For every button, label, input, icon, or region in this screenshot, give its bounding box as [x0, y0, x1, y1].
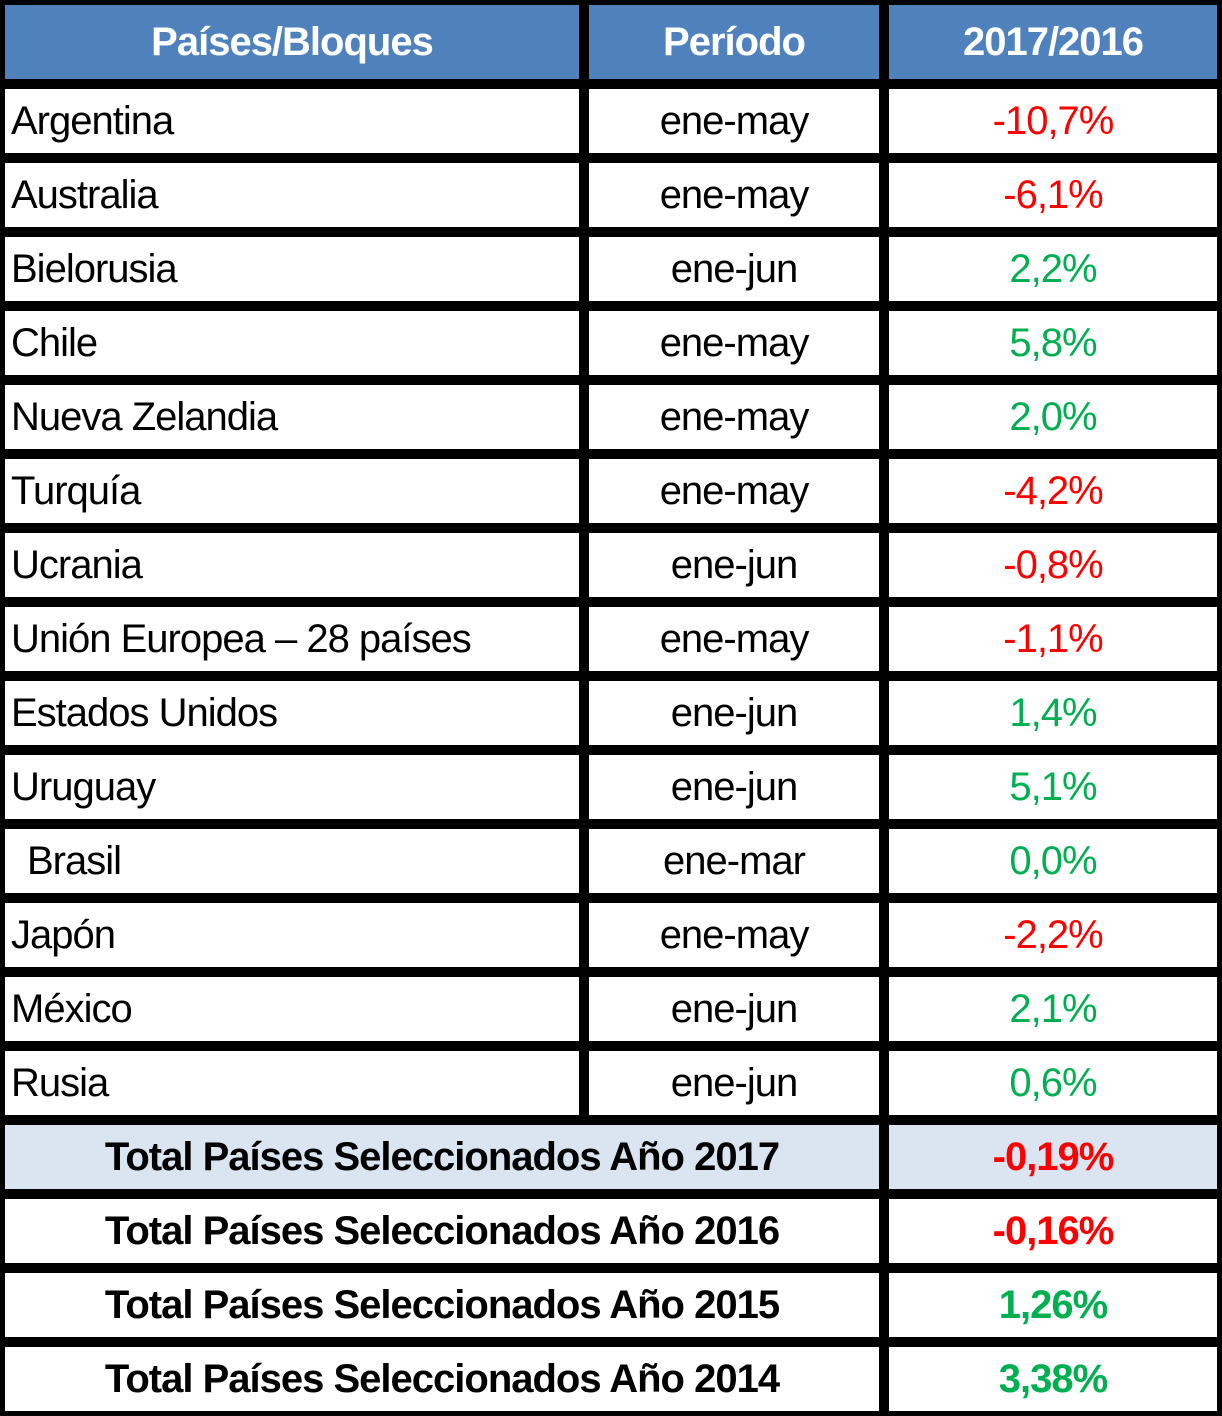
total-label-cell: Total Países Seleccionados Año 2017 — [0, 1120, 884, 1194]
country-cell: Nueva Zelandia — [0, 380, 584, 454]
change-value-cell: 2,0% — [884, 380, 1222, 454]
total-row: Total Países Seleccionados Año 2017 -0,19… — [0, 1120, 1222, 1194]
period-cell: ene-may — [584, 602, 884, 676]
change-value-cell: 0,6% — [884, 1046, 1222, 1120]
table-row: Bielorusia ene-jun 2,2% — [0, 232, 1222, 306]
table-row: Unión Europea – 28 países ene-may -1,1% — [0, 602, 1222, 676]
change-value-cell: 0,0% — [884, 824, 1222, 898]
period-cell: ene-may — [584, 898, 884, 972]
table-row: Uruguay ene-jun 5,1% — [0, 750, 1222, 824]
total-label-cell: Total Países Seleccionados Año 2014 — [0, 1342, 884, 1416]
table-row: México ene-jun 2,1% — [0, 972, 1222, 1046]
total-row: Total Países Seleccionados Año 2014 3,38% — [0, 1342, 1222, 1416]
period-cell: ene-may — [584, 306, 884, 380]
country-cell: México — [0, 972, 584, 1046]
total-change-value-cell: -0,19% — [884, 1120, 1222, 1194]
change-value-cell: -2,2% — [884, 898, 1222, 972]
period-cell: ene-jun — [584, 676, 884, 750]
country-cell: Australia — [0, 158, 584, 232]
total-change-value-cell: 1,26% — [884, 1268, 1222, 1342]
total-label-cell: Total Países Seleccionados Año 2016 — [0, 1194, 884, 1268]
table-body: Argentina ene-may -10,7% Australia ene-may -6… — [0, 84, 1222, 1416]
table-row: Argentina ene-may -10,7% — [0, 84, 1222, 158]
period-cell: ene-jun — [584, 232, 884, 306]
period-cell: ene-mar — [584, 824, 884, 898]
period-cell: ene-may — [584, 380, 884, 454]
table-row: Rusia ene-jun 0,6% — [0, 1046, 1222, 1120]
table-row: Ucrania ene-jun -0,8% — [0, 528, 1222, 602]
total-row: Total Países Seleccionados Año 2016 -0,16… — [0, 1194, 1222, 1268]
country-cell: Turquía — [0, 454, 584, 528]
period-cell: ene-jun — [584, 972, 884, 1046]
header-periodo: Período — [584, 0, 884, 84]
change-value-cell: -4,2% — [884, 454, 1222, 528]
country-cell: Bielorusia — [0, 232, 584, 306]
total-label-cell: Total Países Seleccionados Año 2015 — [0, 1268, 884, 1342]
change-value-cell: -6,1% — [884, 158, 1222, 232]
period-cell: ene-jun — [584, 1046, 884, 1120]
country-cell: Japón — [0, 898, 584, 972]
country-cell: Chile — [0, 306, 584, 380]
country-cell: Estados Unidos — [0, 676, 584, 750]
country-cell: Uruguay — [0, 750, 584, 824]
total-row: Total Países Seleccionados Año 2015 1,26% — [0, 1268, 1222, 1342]
table-row: Australia ene-may -6,1% — [0, 158, 1222, 232]
table-row: Estados Unidos ene-jun 1,4% — [0, 676, 1222, 750]
period-cell: ene-may — [584, 84, 884, 158]
change-value-cell: -10,7% — [884, 84, 1222, 158]
period-cell: ene-jun — [584, 528, 884, 602]
table-row: Nueva Zelandia ene-may 2,0% — [0, 380, 1222, 454]
table-row: Brasil ene-mar 0,0% — [0, 824, 1222, 898]
total-change-value-cell: -0,16% — [884, 1194, 1222, 1268]
header-2017-2016: 2017/2016 — [884, 0, 1222, 84]
change-value-cell: 5,1% — [884, 750, 1222, 824]
period-cell: ene-jun — [584, 750, 884, 824]
change-value-cell: -0,8% — [884, 528, 1222, 602]
table-row: Chile ene-may 5,8% — [0, 306, 1222, 380]
table-row: Turquía ene-may -4,2% — [0, 454, 1222, 528]
country-cell: Ucrania — [0, 528, 584, 602]
country-cell: Rusia — [0, 1046, 584, 1120]
table-row: Japón ene-may -2,2% — [0, 898, 1222, 972]
period-cell: ene-may — [584, 454, 884, 528]
change-value-cell: -1,1% — [884, 602, 1222, 676]
header-row: Países/Bloques Período 2017/2016 — [0, 0, 1222, 84]
total-change-value-cell: 3,38% — [884, 1342, 1222, 1416]
country-cell: Unión Europea – 28 países — [0, 602, 584, 676]
change-value-cell: 2,1% — [884, 972, 1222, 1046]
header-paises-bloques: Países/Bloques — [0, 0, 584, 84]
change-value-cell: 2,2% — [884, 232, 1222, 306]
change-value-cell: 1,4% — [884, 676, 1222, 750]
period-cell: ene-may — [584, 158, 884, 232]
country-cell: Brasil — [0, 824, 584, 898]
change-value-cell: 5,8% — [884, 306, 1222, 380]
country-cell: Argentina — [0, 84, 584, 158]
